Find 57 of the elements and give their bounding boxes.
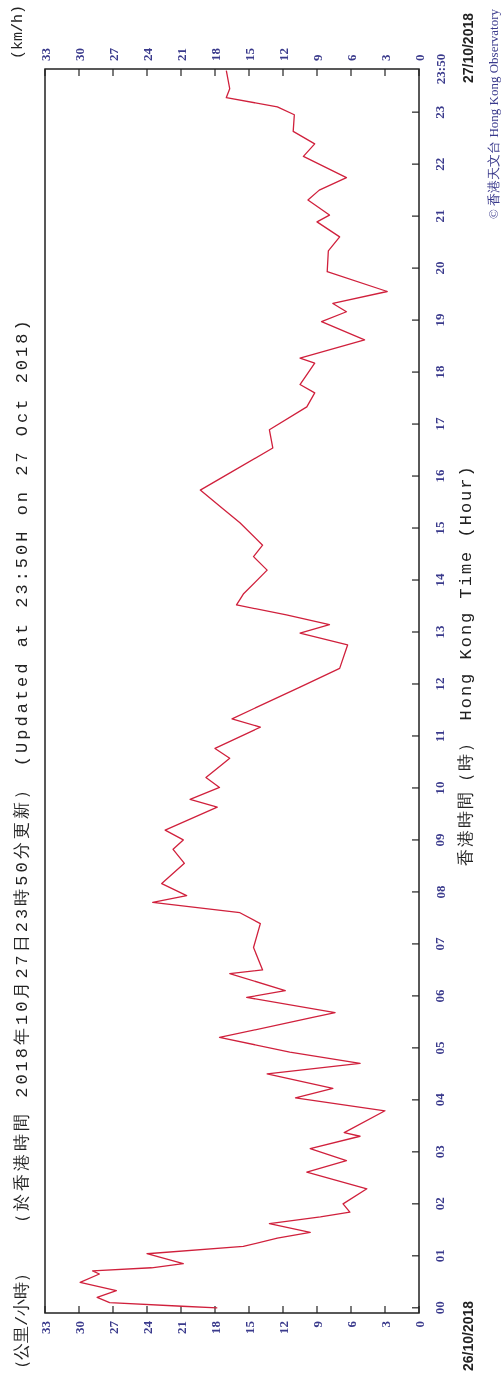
text: 27/10/2018 <box>460 12 476 84</box>
text: © 香港天文台 Hong Kong Observatory <box>485 8 501 219</box>
y-tick-label: 06 <box>432 988 448 1003</box>
x2-tick-label: 24 <box>139 47 155 61</box>
y-tick-label: 00 <box>432 1301 448 1315</box>
y-tick-label: 19 <box>432 313 448 327</box>
y-tick-label: 05 <box>432 1040 448 1055</box>
x-tick-label: 15 <box>241 1320 257 1334</box>
x-tick-label: 12 <box>275 1321 291 1334</box>
y-tick-label: 18 <box>432 365 448 379</box>
y-tick-label: 23 <box>432 105 448 119</box>
y-tick-label: 01 <box>432 1249 448 1263</box>
y-tick-label: 17 <box>432 417 448 431</box>
x-tick-label: 33 <box>37 1320 53 1334</box>
y-tick-label: 03 <box>432 1144 448 1159</box>
x-tick-label: 30 <box>71 1321 87 1334</box>
y-tick-label: 14 <box>432 573 448 587</box>
x2-tick-label: 15 <box>241 47 257 61</box>
x2-tick-label: 6 <box>343 54 359 61</box>
y-tick-label: 16 <box>432 469 448 483</box>
y-tick-label: 10 <box>432 781 448 795</box>
y-axis-title: 香港時間（時） Hong Kong Time (Hour) <box>455 464 476 866</box>
x2-tick-label: 30 <box>71 48 87 61</box>
y-tick-label: 07 <box>432 936 448 951</box>
x2-tick-label: 27 <box>105 47 121 61</box>
y-tick-label: 22 <box>432 157 448 171</box>
x2-axis-title: (km/h) <box>9 4 27 59</box>
x-tick-label: 24 <box>139 1320 155 1334</box>
y-tick-label: 20 <box>432 261 448 275</box>
y-tick-label: 13 <box>432 625 448 639</box>
x2-tick-label: 33 <box>37 47 53 61</box>
x-tick-label: 18 <box>207 1320 223 1334</box>
x-tick-label: 27 <box>105 1320 121 1334</box>
y-tick-label: 09 <box>432 832 448 847</box>
x2-tick-label: 3 <box>377 54 393 61</box>
y-tick-label: 15 <box>432 521 448 535</box>
y-tick-label: 21 <box>432 209 448 223</box>
y-tick-label: 11 <box>432 729 448 743</box>
x-tick-label: 0 <box>411 1321 427 1328</box>
x-tick-label: 9 <box>309 1320 325 1328</box>
text: 26/10/2018 <box>460 1300 476 1371</box>
x-tick-label: 21 <box>173 1321 189 1334</box>
text: （於香港時間 2018年10月27日23時50分更新） (Updated at 23:50H on 27 Oct 2018) <box>11 317 32 1231</box>
y-tick-label: 04 <box>432 1092 448 1107</box>
x2-tick-label: 21 <box>173 48 189 61</box>
line-series <box>79 69 388 1309</box>
x-tick-label: 3 <box>377 1320 393 1328</box>
x2-tick-label: 0 <box>411 54 427 61</box>
text: （公里/小時） <box>12 1264 32 1377</box>
x2-tick-label: 12 <box>275 48 291 61</box>
y-tick-label: 08 <box>432 884 448 899</box>
x2-tick-label: 18 <box>207 47 223 61</box>
y-tick-label: 02 <box>432 1197 448 1211</box>
x2-tick-label: 9 <box>309 54 325 61</box>
y-tick-label: 12 <box>432 677 448 691</box>
y-tick-label: 23:50 <box>432 53 448 85</box>
x-tick-label: 6 <box>343 1320 359 1328</box>
